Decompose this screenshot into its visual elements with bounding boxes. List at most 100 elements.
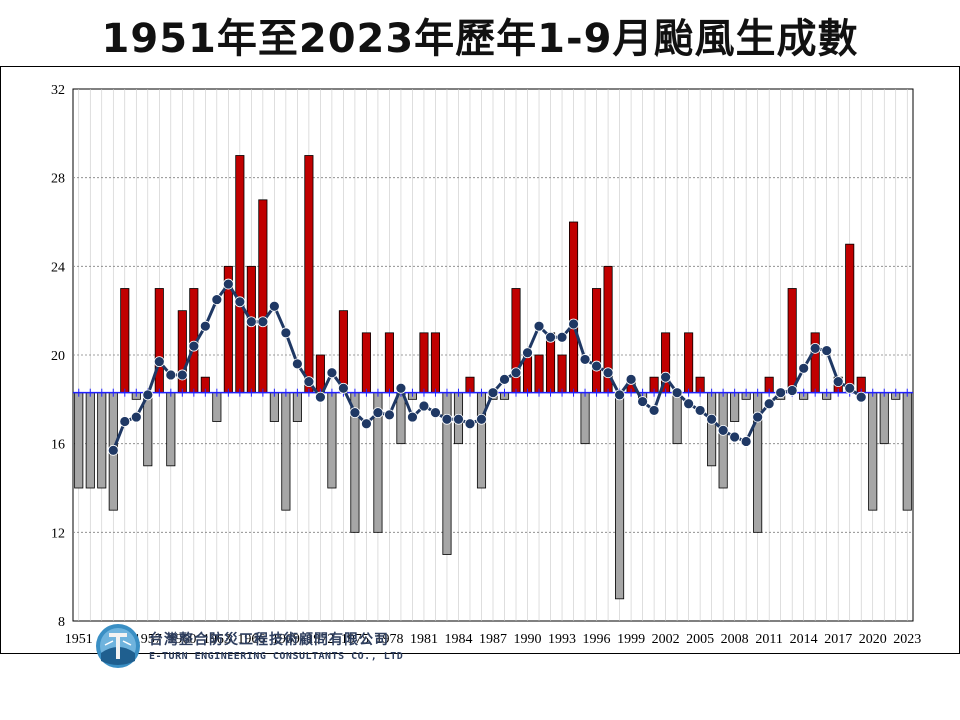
moving-average-point-2014	[798, 362, 810, 374]
moving-average-point-1980	[407, 411, 418, 423]
y-tick-label: 28	[51, 172, 65, 187]
moving-average-point-1969	[280, 327, 292, 339]
moving-average-point-1987	[487, 387, 499, 399]
moving-average-point-1958	[153, 356, 165, 368]
moving-average-point-1961	[188, 340, 200, 352]
y-tick-label: 32	[51, 83, 65, 98]
bar-2021	[879, 392, 889, 445]
moving-average-point-1960	[176, 369, 188, 381]
moving-average-point-2016	[821, 345, 833, 356]
moving-average-point-1991	[533, 320, 545, 332]
moving-average-point-1996	[591, 360, 602, 372]
bar-1998	[615, 392, 625, 600]
bar-1952	[85, 392, 95, 489]
moving-average-point-1986	[476, 413, 487, 425]
moving-average-point-1976	[361, 418, 372, 430]
bar-1974	[338, 310, 348, 394]
x-tick-label: 1960	[168, 632, 196, 647]
x-tick-label: 1981	[410, 632, 438, 647]
moving-average-point-1954	[107, 444, 119, 456]
moving-average-point-1999	[625, 373, 637, 385]
x-tick-label: 1969	[272, 632, 300, 647]
bar-1995	[580, 392, 590, 445]
moving-average-point-2004	[683, 398, 695, 410]
chart-frame: 8121620242832195119541957196019631966196…	[0, 66, 960, 668]
moving-average-point-1970	[291, 358, 303, 370]
bar-2018	[845, 243, 855, 394]
bar-2008	[730, 392, 740, 422]
x-tick-label: 2014	[790, 632, 818, 647]
x-tick-label: 1963	[203, 632, 231, 647]
x-tick-label: 1984	[444, 632, 472, 647]
moving-average-point-2017	[832, 376, 844, 388]
moving-average-point-1955	[119, 416, 131, 427]
x-tick-label: 1999	[617, 632, 645, 647]
moving-average-point-1967	[257, 316, 269, 328]
bar-1976	[361, 332, 371, 394]
moving-average-point-1977	[372, 407, 384, 419]
bar-1951	[74, 392, 84, 489]
company-logo-icon	[96, 624, 140, 668]
moving-average-point-1984	[453, 413, 464, 425]
moving-average-point-1988	[499, 373, 510, 385]
bar-2020	[868, 392, 878, 511]
x-tick-label: 1993	[548, 632, 576, 647]
x-tick-label: 1987	[479, 632, 507, 647]
moving-average-point-1971	[303, 376, 315, 388]
bar-1963	[212, 392, 222, 422]
moving-average-point-1989	[510, 367, 522, 379]
bar-1982	[430, 332, 441, 394]
x-tick-label: 1996	[583, 632, 611, 647]
moving-average-point-1962	[199, 320, 211, 332]
bar-2004	[684, 332, 694, 394]
moving-average-point-1956	[130, 411, 142, 423]
moving-average-point-2000	[637, 396, 648, 407]
moving-average-point-2012	[775, 387, 787, 399]
moving-average-point-2006	[706, 413, 718, 425]
bar-1993	[557, 354, 567, 394]
moving-average-point-1982	[430, 407, 441, 419]
bar-2003	[672, 392, 682, 445]
bar-1967	[258, 199, 268, 394]
x-tick-label: 1966	[237, 632, 265, 647]
bar-1994	[569, 221, 579, 394]
bar-1966	[246, 265, 256, 394]
x-tick-label: 1978	[375, 632, 403, 647]
moving-average-point-1985	[464, 418, 476, 430]
moving-average-point-2013	[786, 385, 798, 396]
moving-average-point-1981	[418, 400, 430, 412]
moving-average-point-1983	[441, 413, 453, 425]
bar-2006	[707, 392, 717, 467]
moving-average-point-1972	[314, 391, 326, 403]
x-tick-label: 1951	[65, 632, 93, 647]
bar-1955	[120, 288, 130, 394]
typhoon-chart: 8121620242832195119541957196019631966196…	[51, 83, 921, 647]
moving-average-point-2019	[855, 391, 867, 403]
bar-1991	[534, 354, 544, 394]
bar-1972	[315, 354, 325, 394]
bar-2007	[718, 392, 728, 489]
moving-average-point-1968	[268, 300, 280, 312]
x-tick-label: 2023	[893, 632, 921, 647]
moving-average-point-1994	[568, 318, 579, 330]
moving-average-point-1997	[602, 367, 614, 379]
company-name-en: E-TURN ENGINEERING CONSULTANTS CO., LTD	[149, 651, 404, 662]
company-logo: 台灣整合防災工程技術顧問有限公司 E-TURN ENGINEERING CONS…	[95, 621, 415, 673]
bar-1958	[154, 288, 164, 394]
bar-1973	[327, 392, 337, 489]
moving-average-point-1992	[545, 331, 556, 343]
moving-average-point-2007	[717, 424, 729, 436]
y-tick-label: 24	[51, 260, 65, 275]
bar-1971	[304, 155, 314, 394]
y-tick-label: 20	[51, 349, 65, 364]
bar-1970	[292, 392, 302, 422]
moving-average-point-2010	[752, 411, 764, 423]
moving-average-point-2015	[809, 342, 821, 354]
moving-average-point-1993	[556, 331, 568, 343]
moving-average-point-1964	[222, 278, 234, 290]
x-tick-label: 2020	[859, 632, 887, 647]
moving-average-point-2011	[763, 398, 775, 410]
x-tick-label: 2017	[824, 632, 852, 647]
x-tick-label: 2005	[686, 632, 714, 647]
bar-1965	[235, 155, 245, 394]
